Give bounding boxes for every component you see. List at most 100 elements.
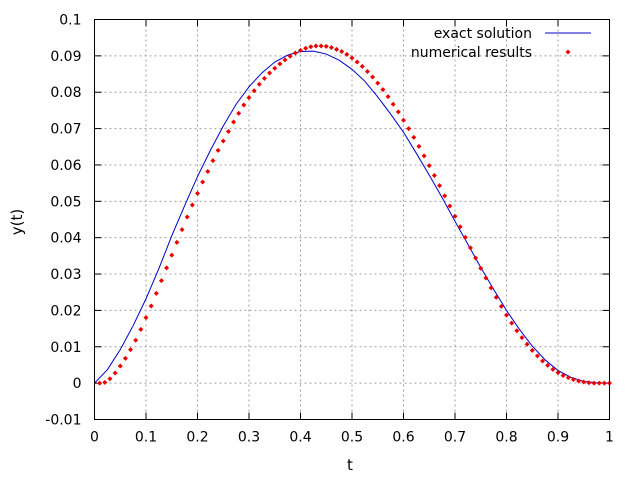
y-tick-label: -0.01 [45, 413, 81, 429]
plot-frame [94, 19, 610, 420]
x-tick-label: 0 [90, 430, 99, 446]
numerical-result-point [215, 147, 221, 153]
numerical-result-point [308, 44, 314, 50]
x-tick-label: 0.8 [495, 430, 517, 446]
numerical-result-point [565, 375, 571, 381]
numerical-result-point [303, 45, 309, 51]
numerical-result-point [421, 153, 427, 159]
legend-label-exact-solution: exact solution [434, 26, 532, 42]
y-tick-label: 0.06 [50, 158, 81, 174]
numerical-result-point [529, 347, 535, 353]
numerical-result-point [437, 183, 443, 189]
numerical-result-point [401, 117, 406, 123]
x-tick-label: 0.7 [444, 430, 466, 446]
x-tick-label: 0.1 [135, 430, 157, 446]
numerical-result-point [447, 203, 453, 209]
numerical-result-point [452, 213, 458, 219]
y-axis-label: y(t) [8, 209, 26, 235]
y-tick-label: 0.09 [50, 49, 81, 65]
numerical-result-point [189, 202, 195, 208]
numerical-result-point [251, 88, 257, 94]
numerical-result-point [220, 138, 226, 144]
numerical-result-point [364, 69, 370, 74]
numerical-result-point [581, 379, 587, 385]
numerical-result-point [158, 278, 164, 284]
numerical-result-point [509, 320, 515, 326]
numerical-result-point [550, 366, 556, 372]
numerical-result-point [323, 43, 329, 49]
numerical-result-point [133, 337, 139, 343]
numerical-result-point [586, 380, 592, 386]
numerical-result-point [349, 55, 355, 61]
numerical-result-point [287, 53, 293, 59]
numerical-result-point [153, 290, 159, 296]
numerical-result-point [107, 376, 113, 382]
numerical-result-point [143, 315, 149, 321]
numerical-result-point [545, 362, 551, 368]
numerical-result-point [164, 265, 170, 271]
numerical-result-point [117, 363, 123, 369]
x-tick-label: 0.2 [186, 430, 208, 446]
numerical-result-point [267, 70, 273, 76]
numerical-result-point [277, 61, 283, 67]
numerical-result-point [344, 51, 350, 57]
numerical-result-point [112, 370, 118, 376]
numerical-result-point [540, 358, 546, 364]
numerical-result-point [195, 190, 200, 196]
numerical-result-point [148, 303, 154, 309]
x-tick-label: 0.9 [547, 430, 569, 446]
legend-label-numerical-results: numerical results [411, 45, 532, 61]
y-tick-label: 0 [73, 376, 82, 392]
numerical-result-point [431, 173, 437, 178]
numerical-result-point [236, 110, 242, 116]
numerical-result-point [467, 245, 473, 251]
numerical-result-point [359, 63, 365, 69]
numerical-result-point [174, 239, 180, 245]
numerical-result-point [483, 275, 489, 281]
x-tick-label: 0.6 [392, 430, 414, 446]
numerical-result-point [380, 87, 386, 93]
numerical-result-point [205, 169, 211, 174]
x-tick-label: 1 [605, 430, 614, 446]
numerical-result-point [225, 129, 231, 134]
numerical-result-point [261, 75, 267, 81]
numerical-result-point [328, 45, 334, 50]
tick-layer: 0 0.1 0.2 0.3 0.4 0.5 0.6 0.7 0.8 0.9 1 -0.01 0 0.01 0… [45, 13, 614, 446]
numerical-result-point [473, 255, 479, 261]
numerical-result-point [395, 109, 401, 115]
numerical-result-point [184, 214, 190, 220]
x-tick-label: 0.5 [341, 430, 363, 446]
numerical-result-point [591, 380, 597, 386]
numerical-result-point [282, 57, 288, 63]
y-tick-label: 0.05 [50, 194, 81, 210]
numerical-result-point [375, 80, 381, 86]
numerical-result-point [457, 224, 463, 230]
numerical-result-point [370, 74, 376, 80]
numerical-result-point [416, 143, 422, 149]
numerical-result-point [534, 353, 540, 359]
numerical-result-point [560, 373, 566, 378]
numerical-result-point [519, 335, 525, 341]
numerical-result-point [102, 379, 108, 385]
numerical-result-point [169, 252, 175, 258]
y-tick-label: 0.02 [50, 303, 81, 319]
y-tick-label: 0.04 [50, 231, 81, 247]
legend-swatch-numerical-results [565, 49, 571, 55]
numerical-result-point [514, 328, 520, 334]
y-tick-label: 0.03 [50, 267, 81, 283]
numerical-result-point [256, 81, 262, 87]
numerical-result-point [241, 102, 247, 108]
numerical-result-point [272, 65, 278, 71]
x-tick-label: 0.3 [238, 430, 260, 446]
y-tick-label: 0.01 [50, 340, 81, 356]
numerical-result-point [493, 294, 499, 300]
numerical-result-point [354, 59, 360, 65]
numerical-result-point [313, 43, 319, 49]
numerical-result-point [179, 227, 185, 233]
y-tick-label: 0.08 [50, 85, 81, 101]
numerical-result-point [231, 119, 237, 125]
x-axis-label: t [347, 456, 353, 474]
numerical-result-point [406, 126, 412, 132]
numerical-result-point [426, 163, 432, 169]
